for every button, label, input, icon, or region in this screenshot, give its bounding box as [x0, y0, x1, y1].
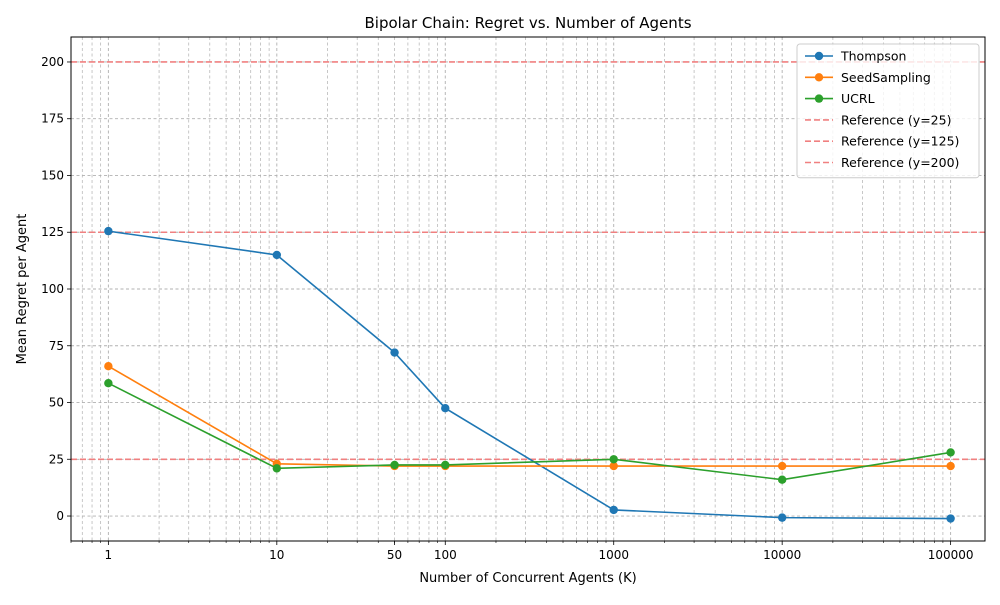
- y-tick-label: 25: [49, 452, 64, 466]
- data-point: [390, 348, 399, 357]
- data-point: [104, 361, 113, 371]
- series-seedsampling: [104, 361, 955, 471]
- data-point: [946, 514, 955, 523]
- x-tick-label: 100000: [928, 548, 974, 562]
- data-point: [946, 448, 955, 457]
- data-point: [441, 403, 450, 413]
- x-ticks: 1 10 50 100 1000 10000 100000: [70, 541, 974, 562]
- series-line: [108, 382, 951, 481]
- legend-marker: [814, 94, 824, 103]
- legend-marker: [814, 73, 824, 82]
- chart-title: Bipolar Chain: Regret vs. Number of Agen…: [364, 14, 691, 32]
- x-tick-label: 10: [269, 548, 284, 562]
- data-point: [609, 461, 618, 471]
- data-point: [609, 505, 618, 515]
- data-point: [104, 379, 113, 388]
- legend: Thompson SeedSampling UCRL Reference (y=25)…: [796, 43, 980, 179]
- y-tick-label: 175: [41, 112, 64, 126]
- legend-marker: [814, 51, 824, 61]
- y-ticks: 0 25 50 75 100 125 150 175 200: [41, 55, 71, 523]
- x-tick-label: 1000: [598, 548, 629, 562]
- series-ucrl: [104, 379, 955, 484]
- legend-label: UCRL: [841, 91, 875, 106]
- y-tick-label: 50: [49, 396, 64, 410]
- legend-label: Reference (y=125): [841, 134, 959, 149]
- legend-label: Thompson: [840, 49, 906, 64]
- data-point: [272, 250, 282, 260]
- x-axis-label: Number of Concurrent Agents (K): [419, 571, 636, 586]
- data-point: [390, 460, 399, 470]
- data-point: [441, 460, 450, 470]
- data-point: [946, 461, 955, 471]
- legend-label: Reference (y=25): [841, 112, 951, 127]
- legend-label: SeedSampling: [841, 70, 931, 85]
- series-line: [108, 230, 951, 520]
- legend-label: Reference (y=200): [841, 155, 959, 170]
- data-point: [777, 461, 787, 471]
- series-thompson: [104, 226, 955, 523]
- x-tick-label: 100: [434, 548, 457, 562]
- data-point: [777, 513, 787, 522]
- x-tick-label: 1: [105, 548, 113, 562]
- data-point: [272, 464, 282, 473]
- y-tick-label: 150: [41, 168, 64, 182]
- y-tick-label: 200: [41, 55, 64, 69]
- legend-box: [796, 43, 980, 179]
- data-point: [777, 475, 787, 484]
- y-tick-label: 125: [41, 225, 64, 239]
- data-point: [104, 226, 113, 236]
- y-tick-label: 75: [49, 339, 64, 353]
- y-tick-label: 100: [41, 282, 64, 296]
- y-tick-label: 0: [56, 509, 64, 523]
- series-line: [107, 365, 951, 467]
- x-tick-label: 50: [387, 548, 402, 562]
- data-point: [609, 455, 618, 464]
- y-axis-label: Mean Regret per Agent: [15, 214, 30, 365]
- x-tick-label: 10000: [763, 548, 801, 562]
